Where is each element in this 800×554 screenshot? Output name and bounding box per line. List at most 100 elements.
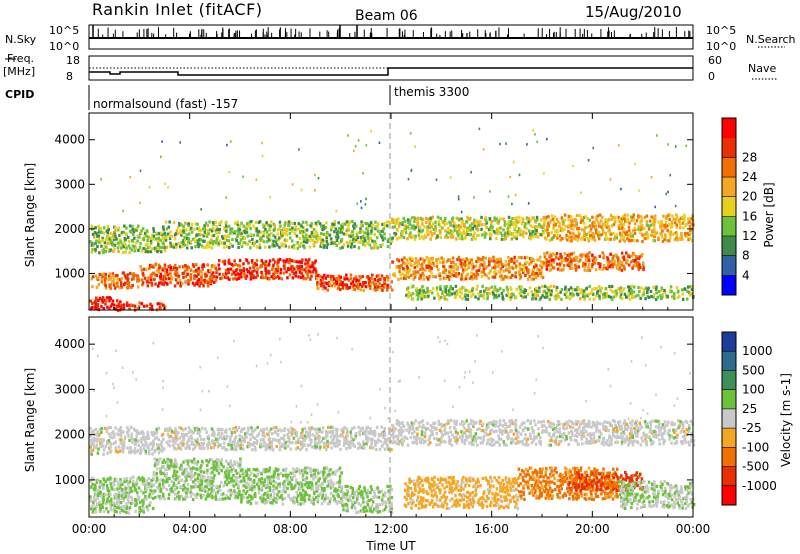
data-cell [199,281,203,285]
data-cell [260,270,263,274]
data-cell [125,477,129,481]
data-cell [349,277,353,281]
data-cell [612,295,616,299]
data-cell [447,289,451,293]
data-cell [622,287,626,291]
data-cell [288,228,292,232]
data-cell [359,491,362,495]
data-cell [167,483,171,487]
data-cell [142,491,145,495]
data-cell [96,244,99,249]
data-cell [259,230,262,235]
data-cell [464,235,467,239]
data-cell [199,475,203,480]
data-cell [369,281,373,286]
data-cell [139,242,142,246]
data-cell [633,231,637,235]
data-cell [175,492,179,496]
data-cell [510,295,513,299]
data-cell [546,137,548,141]
data-cell [182,239,185,243]
data-cell [235,479,238,483]
data-cell [536,273,540,277]
data-cell [349,273,353,277]
data-cell [419,257,423,261]
data-cell [169,434,173,438]
data-cell [215,225,218,229]
data-cell [379,285,382,289]
data-cell [555,294,558,298]
data-cell [570,259,573,264]
data-cell [377,495,381,499]
data-cell [362,172,364,175]
data-cell [193,457,196,461]
data-cell [207,232,210,236]
data-cell [552,252,555,256]
data-cell [550,289,553,293]
data-cell [377,277,381,281]
data-cell [125,510,128,515]
data-cell [445,260,449,264]
data-cell [604,219,607,224]
data-cell [198,229,201,233]
data-cell [313,240,317,244]
data-cell [671,214,674,218]
data-cell [457,217,461,221]
data-cell [457,272,461,276]
data-cell [354,238,358,242]
data-cell [144,249,148,253]
data-cell [182,460,185,464]
data-cell [119,441,123,445]
colorbar-tick-label: 12 [742,229,757,243]
data-cell [309,277,312,281]
data-cell [296,268,300,272]
data-cell [510,223,513,227]
data-cell [637,293,640,297]
data-cell [621,217,624,221]
data-cell [163,231,167,235]
data-cell [93,445,96,449]
data-cell [101,300,105,304]
data-cell [335,469,338,473]
data-cell [647,295,651,300]
data-cell [461,297,464,301]
data-cell [489,190,491,193]
data-cell [534,232,537,236]
data-cell [102,477,105,481]
data-cell [453,291,456,295]
data-cell [392,220,395,224]
data-cell [484,216,488,220]
data-cell [680,232,683,236]
data-cell [181,471,184,476]
data-cell [633,285,636,289]
data-cell [247,261,250,265]
data-cell [618,287,621,291]
data-cell [128,251,131,255]
data-cell [576,286,579,290]
data-cell [106,451,109,455]
data-cell [180,494,184,498]
data-cell [338,478,342,482]
power-x-ticks [88,113,694,310]
data-cell [132,232,135,236]
data-cell [340,489,343,494]
data-cell [669,236,672,240]
data-cell [126,286,130,290]
data-cell [311,264,314,268]
data-cell [127,244,131,248]
data-cell [523,267,526,271]
data-cell [545,215,548,219]
data-cell [242,477,246,481]
data-cell [394,221,397,226]
data-cell [229,476,232,480]
data-cell [105,245,108,249]
data-cell [207,483,211,487]
data-cell [114,449,118,453]
data-cell [253,473,256,477]
data-cell [116,299,119,303]
data-cell [291,265,294,269]
data-cell [433,231,436,235]
data-cell [588,284,591,289]
data-cell [519,275,523,279]
nsky-bars [89,25,693,39]
